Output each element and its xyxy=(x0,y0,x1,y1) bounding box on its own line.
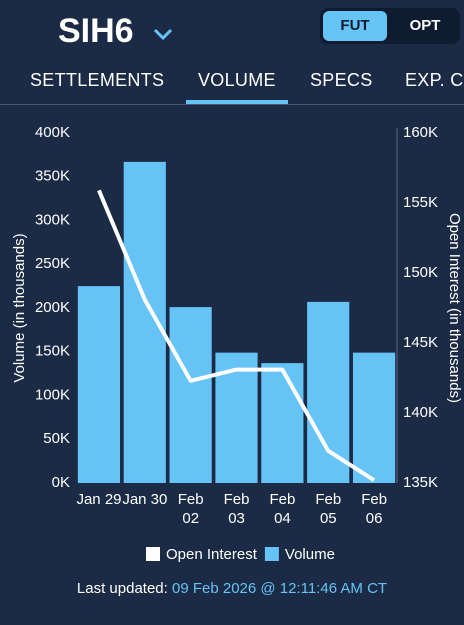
x-tick-label: Feb 04 xyxy=(269,491,296,527)
y-tick-label: 150K xyxy=(35,343,70,360)
bar xyxy=(169,307,212,483)
line xyxy=(97,189,376,482)
dropdown-chevron[interactable] xyxy=(152,26,174,42)
symbol[interactable]: SIH6 xyxy=(58,12,134,50)
x-tick-label: Feb 03 xyxy=(223,491,250,527)
x-tick-label: Feb 06 xyxy=(361,491,388,527)
bar xyxy=(77,286,121,483)
y2-tick-label: 155K xyxy=(403,194,438,211)
y-tick-label: 100K xyxy=(35,386,70,403)
y2-tick-label: 145K xyxy=(403,334,438,351)
y2-tick-label: 150K xyxy=(403,264,438,281)
y2-axis-label: Open Interest (in thousands) xyxy=(446,213,463,403)
y-tick-label: 300K xyxy=(35,211,70,228)
tab[interactable]: EXP. C xyxy=(405,70,464,90)
y-tick-label: 400K xyxy=(35,124,70,141)
toggle-option[interactable]: FUT xyxy=(323,11,387,41)
timestamp: 09 Feb 2026 @ 12:11:46 AM CT xyxy=(172,580,388,597)
legend-swatch xyxy=(264,547,279,561)
tab[interactable]: VOLUME xyxy=(198,70,276,90)
y2-tick-label: 160K xyxy=(403,124,438,141)
x-tick-label: Jan 30 xyxy=(122,491,168,508)
toggle: FUT OPT xyxy=(320,8,460,44)
tab[interactable]: SETTLEMENTS xyxy=(30,70,165,90)
y-tick-label: 250K xyxy=(35,255,70,272)
legend-swatch xyxy=(146,547,160,561)
toggle-option[interactable]: OPT xyxy=(409,17,441,34)
x-tick-label: Jan 29 xyxy=(76,491,122,508)
tab-underline xyxy=(186,100,288,104)
bar xyxy=(352,352,396,483)
y2-tick-label: 140K xyxy=(403,404,438,421)
y2-tick-label: 135K xyxy=(403,474,438,491)
tab-bar: SETTLEMENTS VOLUME SPECS EXP. C xyxy=(0,66,464,105)
tab[interactable]: SPECS xyxy=(310,70,373,90)
y-tick-label: 0K xyxy=(52,474,70,491)
bar xyxy=(307,301,350,483)
y-tick-label: 350K xyxy=(35,168,70,185)
y-axis-label: Volume (in thousands) xyxy=(11,233,28,382)
y-tick-label: 50K xyxy=(43,430,70,447)
legend-label: Volume xyxy=(285,546,335,563)
bar xyxy=(261,363,304,483)
y-tick-label: 200K xyxy=(35,299,70,316)
footer-label: Last updated: xyxy=(76,580,168,597)
footer: Last updated: 09 Feb 2026 @ 12:11:46 AM … xyxy=(0,580,464,597)
x-tick-label: Feb 02 xyxy=(177,491,204,527)
x-tick-label: Feb 05 xyxy=(315,491,342,527)
legend-label: Open Interest xyxy=(166,546,258,563)
